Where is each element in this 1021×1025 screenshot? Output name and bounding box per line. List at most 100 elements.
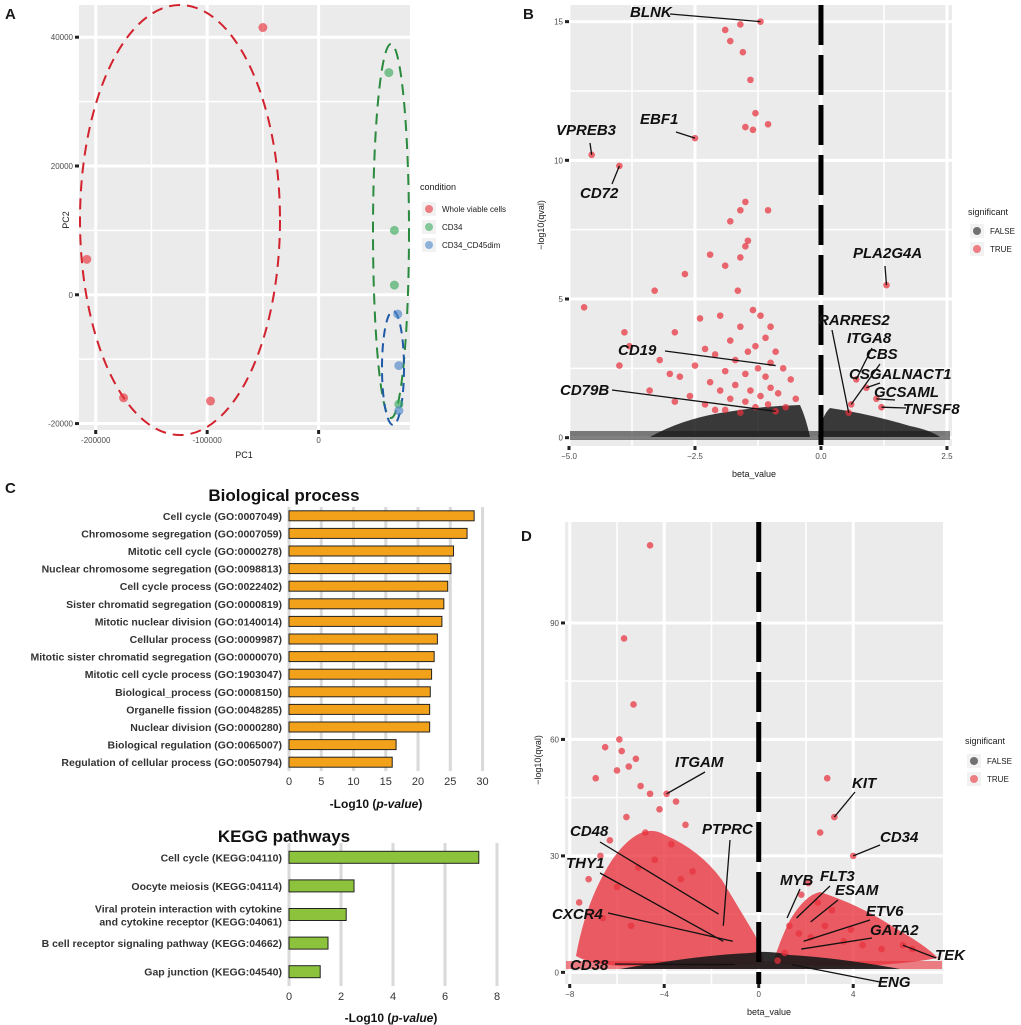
bar-category-label: Sister chromatid segregation (GO:0000819… xyxy=(66,599,282,611)
legend-swatch xyxy=(973,227,981,235)
bar xyxy=(288,850,480,864)
volcano-b-point xyxy=(737,254,744,261)
volcano-b-legend-title: significant xyxy=(968,207,1009,217)
gene-label-cbs: CBS xyxy=(866,346,898,363)
volcano-d-point xyxy=(585,875,592,883)
bar-category-label-line: Cell cycle (KEGG:04110) xyxy=(161,852,282,864)
gene-leader-line xyxy=(855,347,873,380)
volcano-b-point xyxy=(721,367,729,375)
legend-swatch xyxy=(973,245,981,253)
volcano-b-point xyxy=(754,365,762,372)
bar-category-label: Oocyte meiosis (KEGG:04114) xyxy=(131,881,282,893)
volcano-d-point xyxy=(630,701,637,708)
pca-point xyxy=(82,254,92,264)
volcano-b-point xyxy=(787,376,795,383)
legend-label: CD34_CD45dim xyxy=(442,241,501,250)
bar-category-label-line: Cell cycle (GO:0007049) xyxy=(163,511,282,523)
volcano-b-point xyxy=(749,126,757,134)
volcano-d-point xyxy=(859,941,866,949)
bar-x-tick-label: 2 xyxy=(338,991,344,1003)
kegg-gridlines xyxy=(287,843,499,986)
gene-leader-line xyxy=(801,937,873,950)
volcano-b-point xyxy=(737,206,744,214)
volcano-b-point xyxy=(757,312,764,319)
volcano-d-point xyxy=(656,805,663,813)
gene-leader-line xyxy=(881,406,907,409)
volcano-d-point xyxy=(620,635,628,642)
volcano-d-y-axis-title: −log10(qval) xyxy=(533,735,543,785)
volcano-b-point xyxy=(691,362,699,369)
volcano-b-point xyxy=(616,362,623,369)
bar-category-label: Cell cycle (GO:0007049) xyxy=(163,511,282,523)
bar-category-label-line: B cell receptor signaling pathway (KEGG:… xyxy=(42,938,282,950)
gene-leader-line xyxy=(876,398,896,401)
volcano-b-point xyxy=(742,370,749,378)
gene-leader-line xyxy=(611,165,620,185)
volcano-b-point xyxy=(752,109,759,117)
volcano-b-x-axis-title: beta_value xyxy=(732,469,776,479)
legend-label: CD34 xyxy=(442,223,463,232)
volcano-d-point xyxy=(781,949,789,957)
volcano-b-point xyxy=(711,406,719,414)
go-enrichment-chart: Biological process Cell cycle (GO:000704… xyxy=(31,486,501,1025)
volcano-d-point xyxy=(623,813,630,821)
volcano-b-point xyxy=(772,348,779,355)
volcano-d-point xyxy=(613,883,621,891)
bar-category-label-line: Cellular process (GO:0009987) xyxy=(130,634,282,646)
gene-label-rarres2: RARRES2 xyxy=(818,312,890,329)
bar xyxy=(288,879,355,893)
bar xyxy=(288,756,393,768)
gene-leader-line xyxy=(852,844,881,857)
volcano-b-point xyxy=(744,348,752,355)
gene-label-cd19: CD19 xyxy=(618,342,657,359)
gene-leader-line xyxy=(614,963,736,966)
gene-label-blnk: BLNK xyxy=(630,4,673,21)
bp-bars xyxy=(288,510,475,768)
panel-letter-d: D xyxy=(521,528,532,545)
volcano-b-point xyxy=(747,76,754,84)
y-tick-label: 40000 xyxy=(51,33,74,42)
y-tick-label: 60 xyxy=(550,735,559,744)
volcano-d-point xyxy=(575,899,583,906)
volcano-b-point xyxy=(742,123,749,131)
gene-label-flt3: FLT3 xyxy=(820,868,855,885)
gene-label-cd79b: CD79B xyxy=(560,382,609,399)
volcano-b-point xyxy=(621,328,628,336)
gene-label-tek: TEK xyxy=(935,947,966,964)
gene-leader-line xyxy=(810,899,839,923)
volcano-b-point xyxy=(762,334,769,342)
volcano-b-point xyxy=(706,251,714,258)
volcano-d-point xyxy=(677,875,685,883)
volcano-b-point xyxy=(749,306,757,314)
bp-x-axis-title-main: -Log10 ( xyxy=(330,797,377,811)
kegg-bars xyxy=(288,850,480,979)
bar-category-label: Gap junction (KEGG:04540) xyxy=(144,967,282,979)
volcano-d-point xyxy=(828,906,836,914)
volcano-b-point xyxy=(764,401,772,408)
volcano-b-point xyxy=(671,398,679,405)
y-tick-label: 20000 xyxy=(51,162,74,171)
gene-label-pla2g4a: PLA2G4A xyxy=(853,245,922,262)
pca-x-axis-title: PC1 xyxy=(235,450,253,460)
y-tick-label: 5 xyxy=(559,295,564,304)
pca-group-ellipses xyxy=(79,4,410,436)
bar-category-label-line: Mitotic sister chromatid segregation (GO… xyxy=(31,652,283,664)
gene-leader-line xyxy=(831,329,850,413)
pca-point xyxy=(384,68,394,78)
volcano-d-point xyxy=(618,747,625,755)
volcano-b-legend: significant FALSE TRUE xyxy=(968,207,1015,256)
gene-label-vpreb3: VPREB3 xyxy=(556,122,617,139)
legend-label: TRUE xyxy=(987,775,1009,784)
volcano-d-legend: significant FALSE TRUE xyxy=(965,736,1012,786)
bar-category-label: Mitotic cell cycle process (GO:1903047) xyxy=(85,669,282,681)
gene-leader-line xyxy=(611,389,776,412)
gene-leader-line xyxy=(669,13,761,23)
volcano-b-point xyxy=(726,337,734,344)
pca-legend: condition Whole viable cells CD34 CD34_CD4… xyxy=(420,182,506,252)
bar-category-label-line: Mitotic cell cycle process (GO:1903047) xyxy=(85,669,282,681)
volcano-b-point xyxy=(782,403,789,411)
bar xyxy=(288,598,445,610)
legend-swatch xyxy=(970,757,978,765)
volcano-b-point xyxy=(747,387,754,394)
bar-x-tick-label: 15 xyxy=(380,776,392,788)
